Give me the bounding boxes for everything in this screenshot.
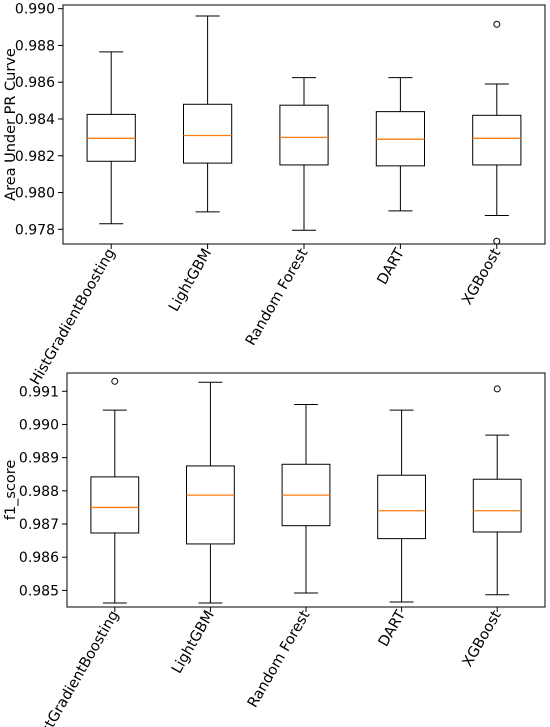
iqr-box [279,104,329,166]
outlier-point [493,237,501,245]
box-xgboost [472,20,522,245]
iqr-box [186,465,235,545]
x-category-label: XGBoost [459,246,504,308]
x-category-label: Random Forest [243,246,312,349]
x-category-label: DART [375,246,408,288]
y-tick-label: 0.980 [15,186,55,202]
iqr-box [472,114,522,166]
y-tick-label: 0.989 [19,451,59,467]
box-random-forest [279,77,329,231]
x-category-label: LightGBM [166,246,215,315]
y-tick-label: 0.990 [15,2,55,18]
box-random-forest [281,404,331,594]
y-tick-label: 0.986 [19,550,59,566]
y-tick-label: 0.984 [15,112,55,128]
iqr-box [183,103,233,164]
iqr-box [377,474,427,540]
x-category-label: DART [376,608,409,650]
outlier-point [111,377,119,385]
y-tick-label: 0.990 [19,417,59,433]
iqr-box [90,476,140,534]
box-lightgbm [186,381,235,604]
iqr-box [472,478,522,533]
box-lightgbm [183,15,233,213]
y-tick-label: 0.982 [15,149,55,165]
auc-pr-boxplot-panel: 0.978 0.980 0.982 0.984 0.986 0.988 0.990 Area … [3,2,546,388]
f1-score-boxplot-panel: 0.985 0.986 0.987 0.988 0.989 0.990 0.991 f1_sc… [3,372,546,727]
x-category-label: XGBoost [460,608,505,670]
y-tick-label: 0.986 [15,75,55,91]
y-tick-label: 0.978 [15,222,55,238]
y-axis-label: f1_score [3,460,19,521]
box-histgradientboosting [90,377,140,604]
box-dart [375,77,425,212]
y-tick-label: 0.991 [19,384,59,400]
y-tick-label: 0.987 [19,517,59,533]
x-category-label: LightGBM [169,608,218,677]
box-dart [377,409,427,603]
y-tick-label: 0.988 [19,484,59,500]
outlier-point [493,20,501,28]
box-histgradientboosting [86,51,136,225]
box-xgboost [472,385,522,596]
y-axis-label: Area Under PR Curve [3,48,19,201]
x-category-label: Random Forest [245,608,314,711]
x-category-label: HistGradientBoosting [31,608,122,727]
outlier-point [493,385,501,393]
y-tick-label: 0.988 [15,38,55,54]
x-category-label: HistGradientBoosting [27,246,118,388]
y-tick-label: 0.985 [19,583,59,599]
